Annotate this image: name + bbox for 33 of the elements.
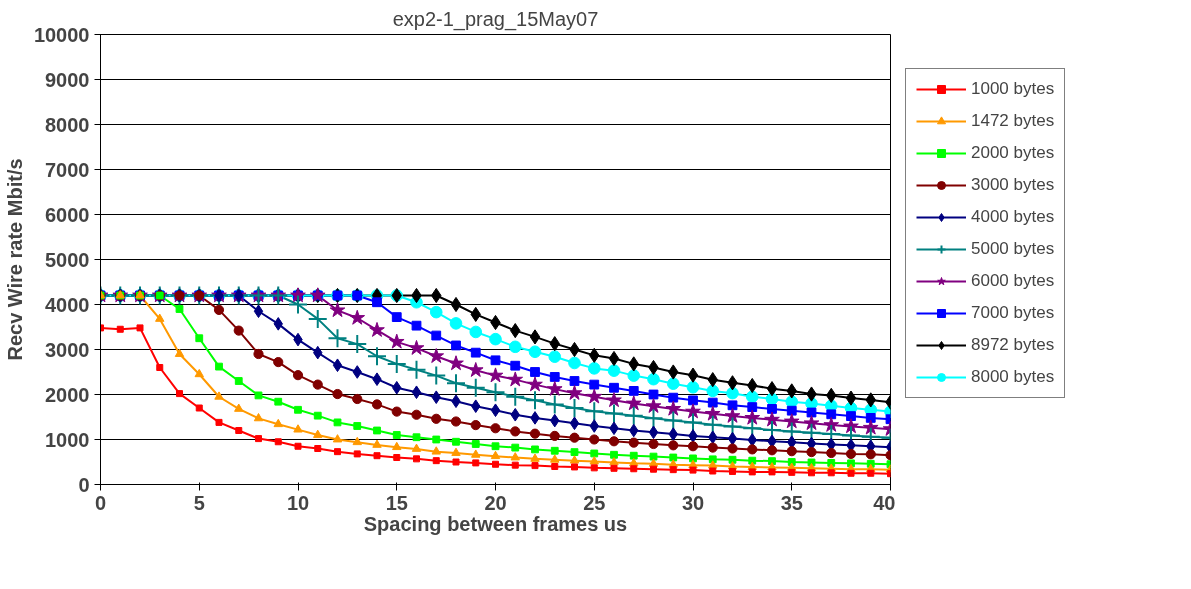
y-tick-label: 4000: [45, 293, 90, 316]
y-tick-label: 1000: [45, 428, 90, 451]
x-tick-label: 25: [583, 491, 606, 514]
legend-label: 5000 bytes: [971, 238, 1055, 259]
legend-label: 7000 bytes: [971, 302, 1055, 323]
y-tick-label: 2000: [45, 383, 90, 406]
y-tick-label: 9000: [45, 68, 90, 91]
y-tick-label: 5000: [45, 248, 90, 271]
x-tick-label: 0: [94, 491, 107, 514]
legend-label: 1000 bytes: [971, 78, 1055, 99]
legend-label: 8000 bytes: [971, 366, 1055, 387]
legend-label: 3000 bytes: [971, 174, 1055, 195]
y-tick-label: 8000: [45, 113, 90, 136]
legend-label: 6000 bytes: [971, 270, 1055, 291]
y-tick-label: 7000: [45, 158, 90, 181]
y-tick-label: 10000: [33, 23, 90, 46]
x-tick-label: 5: [193, 491, 205, 514]
chart-title: exp2-1_prag_15May07: [392, 7, 599, 31]
x-axis-title: Spacing between frames us: [363, 512, 628, 535]
x-tick-label: 20: [484, 491, 507, 514]
x-tick-label: 35: [780, 491, 803, 514]
y-tick-label: 3000: [45, 338, 90, 361]
legend-label: 1472 bytes: [971, 110, 1055, 131]
y-axis-title: Recv Wire rate Mbit/s: [3, 158, 26, 361]
legend-label: 2000 bytes: [971, 142, 1055, 163]
x-tick-label: 10: [286, 491, 310, 514]
legend-label: 8972 bytes: [971, 334, 1055, 355]
legend-label: 4000 bytes: [971, 206, 1055, 227]
x-tick-label: 30: [681, 491, 705, 514]
x-tick-label: 15: [385, 491, 408, 514]
y-tick-label: 0: [78, 473, 90, 496]
y-tick-label: 6000: [45, 203, 90, 226]
x-tick-label: 40: [873, 491, 896, 514]
